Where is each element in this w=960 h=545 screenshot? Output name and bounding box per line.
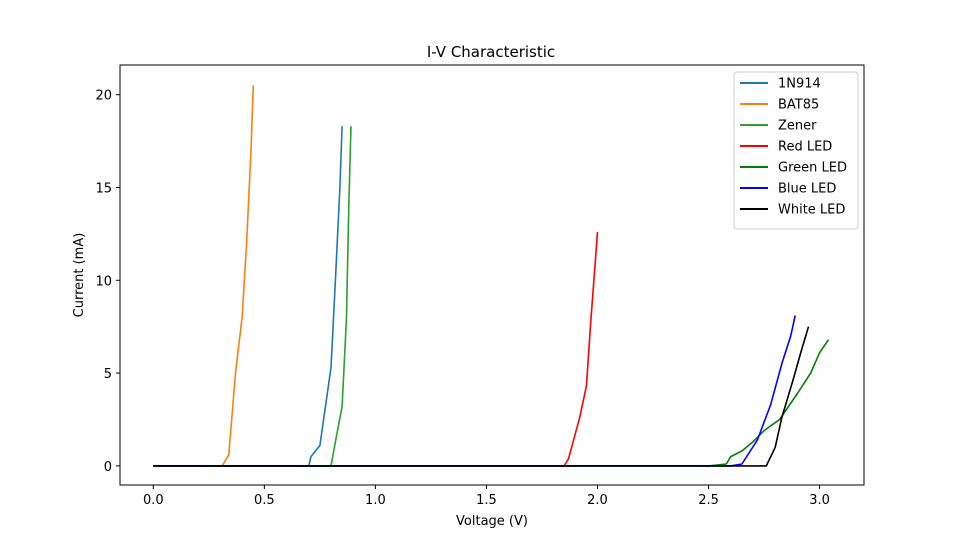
legend-label: BAT85 xyxy=(778,98,819,113)
x-axis: 0.0 0.5 1.0 1.5 2.0 2.5 3.0 xyxy=(143,485,830,508)
legend-label: White LED xyxy=(778,203,845,218)
y-tick-label: 10 xyxy=(95,274,112,289)
y-axis: 0 5 10 15 20 xyxy=(95,89,120,475)
plot-area xyxy=(153,85,830,467)
series-line-2 xyxy=(153,126,352,467)
series-line-4 xyxy=(153,339,830,467)
x-tick-label: 1.5 xyxy=(476,493,497,508)
y-tick-label: 20 xyxy=(95,89,112,104)
chart-title: I-V Characteristic xyxy=(427,43,555,61)
x-tick-label: 0.5 xyxy=(254,493,275,508)
x-tick-label: 2.0 xyxy=(587,493,608,508)
series-line-5 xyxy=(153,315,796,467)
series-line-6 xyxy=(153,326,810,467)
plot-frame xyxy=(119,64,865,486)
y-tick-label: 15 xyxy=(95,181,112,196)
legend: 1N914 BAT85 Zener Red LED Green LED Blue LED W… xyxy=(733,71,859,230)
series-line-0 xyxy=(153,126,343,467)
series-line-3 xyxy=(153,231,599,467)
legend-label: Green LED xyxy=(778,161,847,176)
y-tick-label: 5 xyxy=(104,367,112,382)
legend-label: Blue LED xyxy=(778,182,836,197)
x-tick-label: 0.0 xyxy=(143,493,164,508)
legend-label: Zener xyxy=(778,119,817,134)
legend-box xyxy=(733,71,859,230)
x-tick-label: 3.0 xyxy=(809,493,830,508)
x-tick-label: 2.5 xyxy=(698,493,719,508)
y-axis-label: Current (mA) xyxy=(72,233,87,318)
y-tick-label: 0 xyxy=(104,460,112,475)
x-axis-label: Voltage (V) xyxy=(456,514,528,529)
x-tick-label: 1.0 xyxy=(365,493,386,508)
legend-label: 1N914 xyxy=(778,77,821,92)
series-line-1 xyxy=(153,85,255,467)
legend-label: Red LED xyxy=(778,140,832,155)
